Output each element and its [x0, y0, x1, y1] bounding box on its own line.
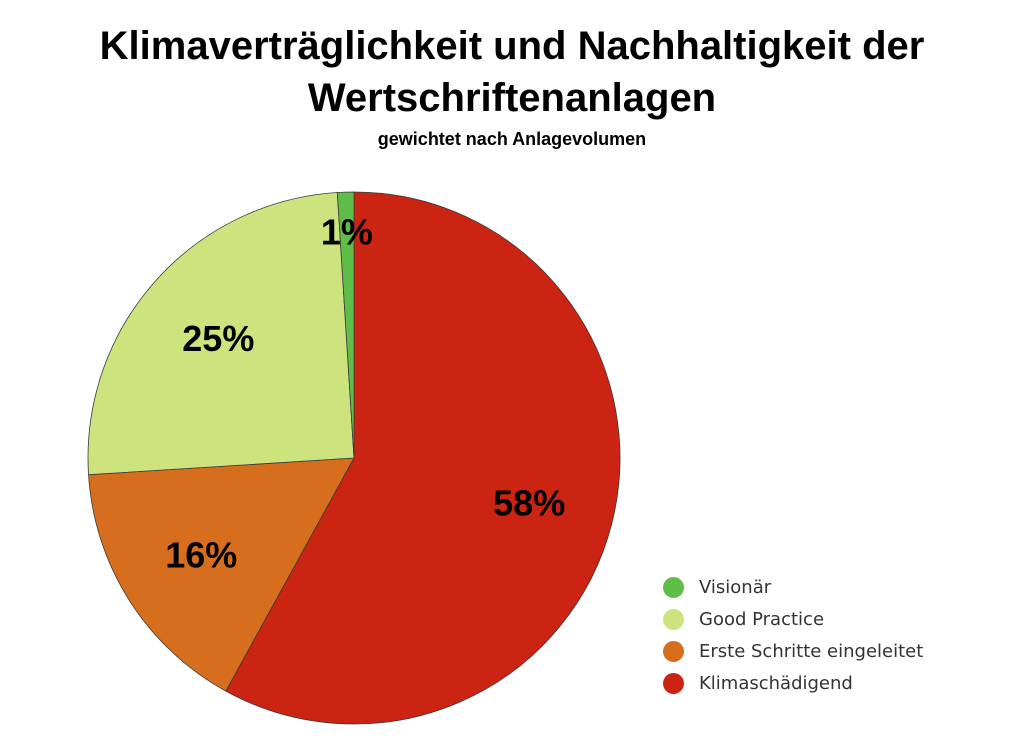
legend-label: Erste Schritte eingeleitet [699, 640, 924, 662]
slice-label-erste-schritte-eingeleitet: 16% [165, 534, 237, 575]
slice-label-good-practice: 25% [182, 318, 254, 359]
pie-slice-good-practice [87, 192, 355, 476]
slice-label-klimaschadigend: 58% [493, 482, 565, 523]
legend-item-erste-schritte-eingeleitet: Erste Schritte eingeleitet [663, 635, 923, 667]
legend-label: Visionär [699, 576, 772, 598]
legend-swatch-icon [663, 640, 684, 662]
chart-subtitle: gewichtet nach Anlagevolumen [377, 129, 647, 149]
legend-swatch-icon [663, 576, 684, 598]
pie-slice-erste-schritte-eingeleitet [88, 457, 355, 692]
slice-label-visionar: 1% [321, 212, 373, 253]
chart-legend: Visionär Good Practice Erste Schritte eing… [663, 571, 923, 699]
pie-slice-visionar [336, 191, 355, 459]
chart-title-line: Klimaverträglichkeit und Nachhaltigkeit … [99, 24, 925, 68]
chart-title: Klimaverträglichkeit und Nachhaltigkeit … [0, 20, 1024, 124]
legend-label: Good Practice [699, 608, 825, 630]
legend-swatch-icon [663, 672, 684, 694]
pie-slice-klimaschadigend [225, 191, 621, 725]
legend-swatch-icon [663, 608, 684, 630]
legend-label: Klimaschädigend [699, 672, 853, 694]
chart-title-line: Wertschriftenanlagen [307, 76, 717, 120]
legend-item-good-practice: Good Practice [663, 603, 923, 635]
legend-item-klimaschadigend: Klimaschädigend [663, 667, 923, 699]
legend-item-visionar: Visionär [663, 571, 923, 603]
